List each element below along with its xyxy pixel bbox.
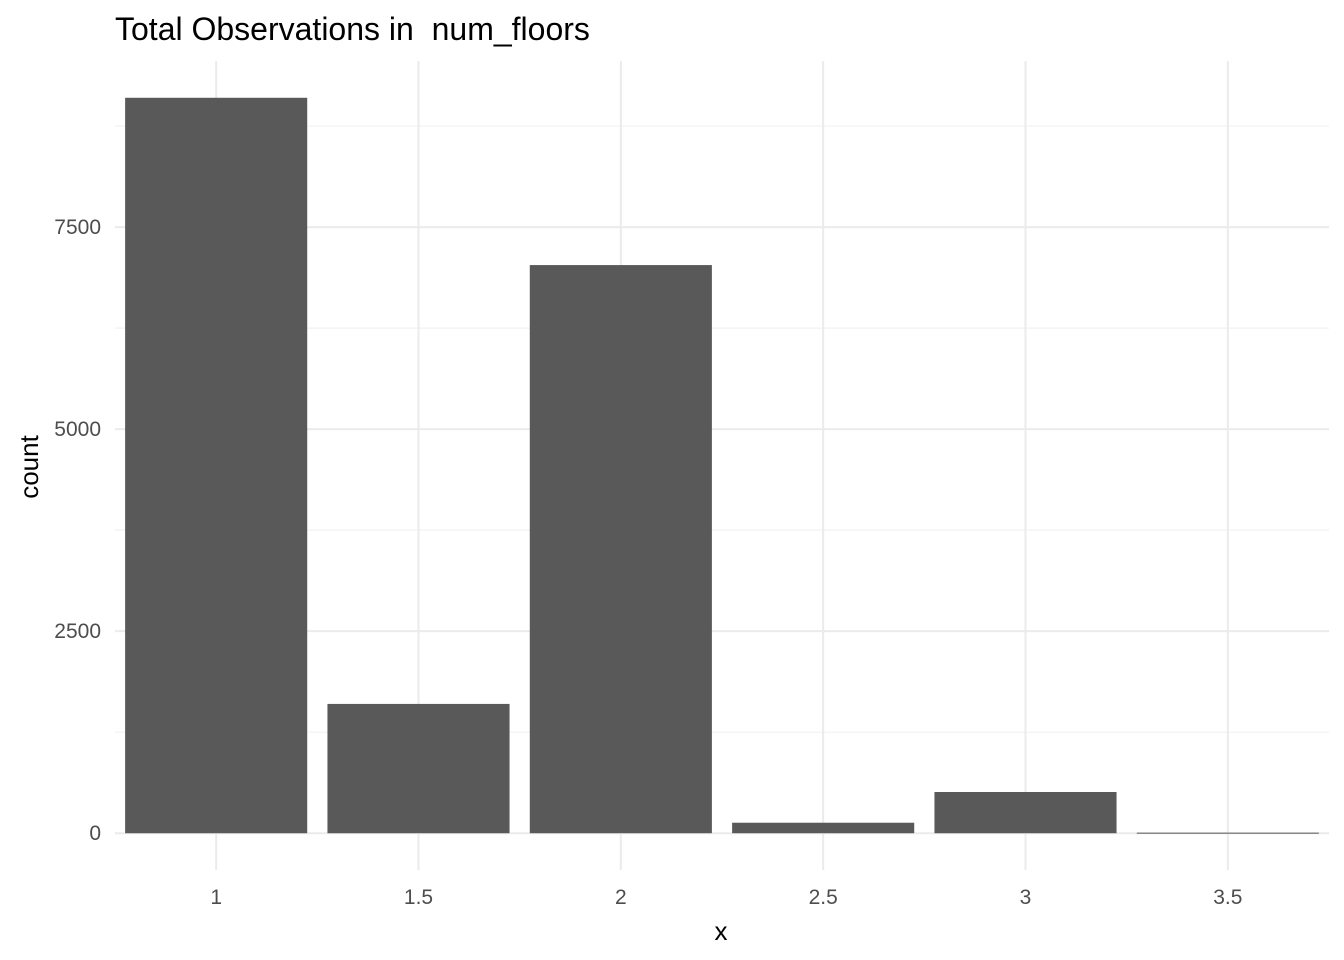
- y-axis-ticks: 0 2500 5000 7500: [54, 216, 101, 845]
- x-tick-label: 2.5: [809, 886, 838, 909]
- y-tick-label: 0: [89, 822, 101, 845]
- bar: [327, 703, 510, 834]
- x-axis-title: x: [715, 916, 728, 946]
- grid-lines: [115, 61, 1329, 870]
- chart-title: Total Observations in num_floors: [115, 11, 590, 47]
- y-axis-title: count: [14, 434, 44, 498]
- bar: [529, 265, 712, 834]
- x-tick-label: 3.5: [1213, 886, 1242, 909]
- x-tick-label: 3: [1020, 886, 1032, 909]
- x-tick-label: 1: [210, 886, 222, 909]
- bar: [125, 97, 308, 834]
- y-tick-label: 7500: [54, 216, 101, 239]
- x-tick-label: 2: [615, 886, 627, 909]
- x-tick-label: 1.5: [404, 886, 433, 909]
- y-tick-label: 2500: [54, 620, 101, 643]
- bar: [732, 822, 915, 834]
- bar: [1136, 832, 1319, 834]
- bar: [934, 792, 1117, 834]
- bars: [125, 97, 1319, 834]
- x-axis-ticks: 1 1.5 2 2.5 3 3.5: [210, 886, 1242, 909]
- y-tick-label: 5000: [54, 418, 101, 441]
